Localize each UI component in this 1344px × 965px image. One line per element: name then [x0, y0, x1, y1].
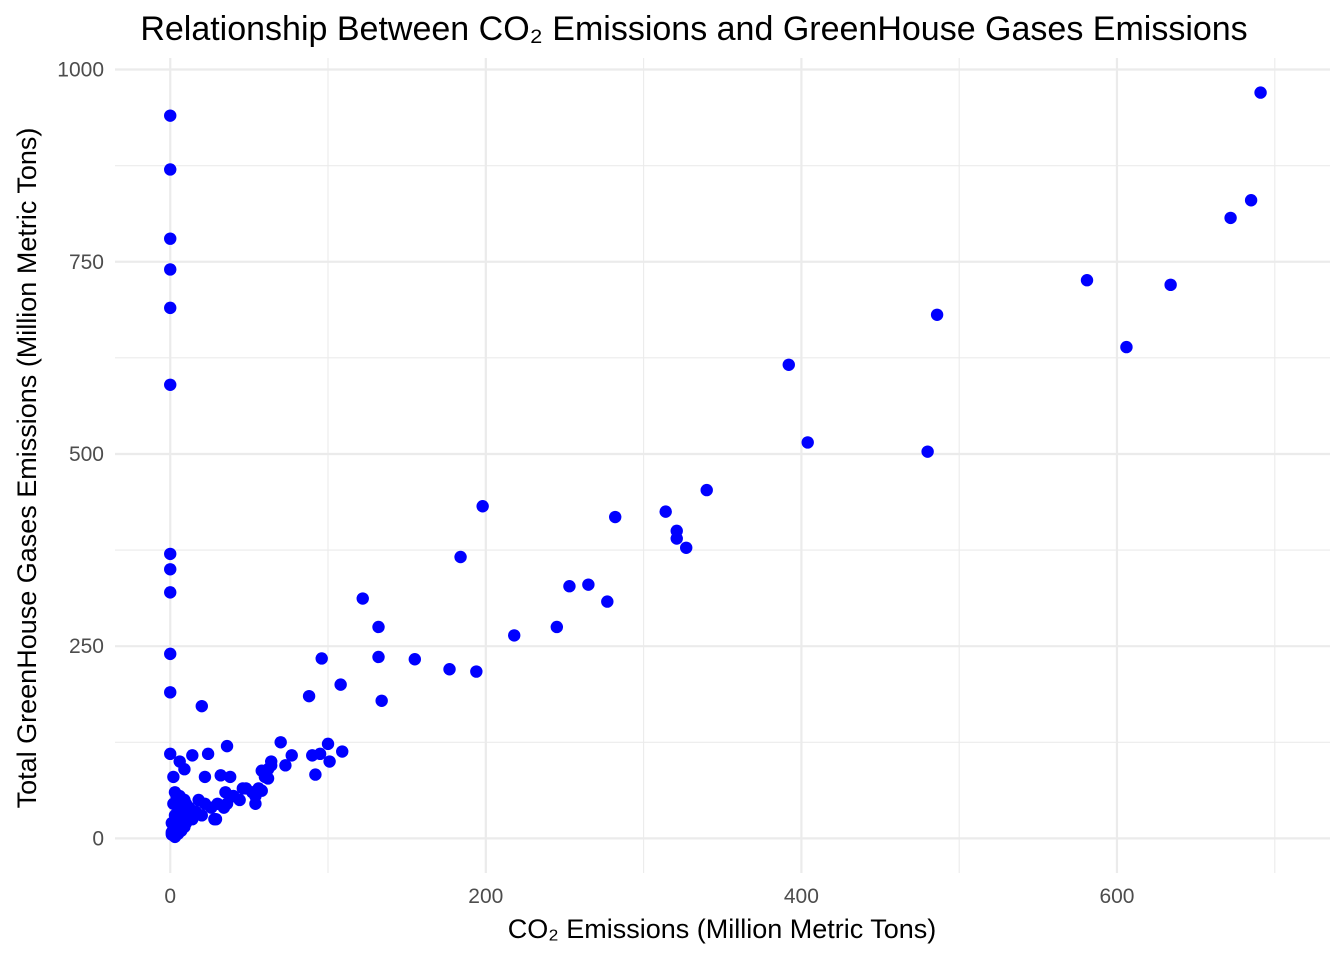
data-point: [323, 755, 336, 768]
data-point: [220, 739, 234, 753]
data-point: [454, 550, 467, 564]
data-point: [601, 595, 614, 608]
data-point: [582, 578, 595, 591]
data-point: [1164, 278, 1177, 292]
x-axis-label: CO₂ Emissions (Million Metric Tons): [508, 914, 937, 944]
data-point: [315, 652, 328, 665]
data-point: [1120, 340, 1133, 354]
data-point: [372, 650, 385, 664]
data-point: [930, 308, 944, 322]
data-point: [261, 772, 275, 785]
data-point: [659, 505, 672, 518]
data-point: [178, 763, 191, 776]
data-point: [164, 378, 177, 391]
data-point: [285, 749, 298, 762]
data-point: [195, 699, 208, 713]
data-point: [186, 749, 199, 762]
data-point: [236, 782, 250, 795]
x-axis-ticks: 0 200 400 600: [164, 885, 1134, 908]
x-tick-label: 600: [1099, 885, 1134, 908]
y-tick-label: 0: [92, 827, 104, 850]
data-point: [164, 547, 177, 561]
data-point: [680, 541, 693, 554]
data-point: [921, 445, 934, 458]
y-axis-ticks: 0 250 500 750 1000: [57, 59, 104, 851]
data-point: [321, 737, 335, 751]
data-point: [375, 694, 388, 707]
data-point: [173, 789, 186, 803]
data-point: [550, 620, 564, 634]
data-point: [214, 769, 227, 782]
data-point: [356, 592, 369, 605]
data-point: [201, 747, 215, 761]
data-point: [563, 580, 576, 593]
data-point: [274, 736, 287, 749]
data-point: [801, 436, 814, 449]
data-point: [255, 784, 268, 797]
major-gridlines: [115, 58, 1330, 873]
data-point: [782, 358, 795, 371]
x-tick-label: 400: [784, 885, 819, 908]
data-point: [443, 663, 456, 676]
data-point: [164, 586, 177, 599]
y-tick-label: 1000: [57, 59, 104, 82]
y-axis-label: Total GreenHouse Gases Emissions (Millio…: [12, 128, 42, 809]
data-point: [164, 232, 177, 245]
data-point: [372, 620, 385, 634]
data-point: [309, 768, 322, 781]
data-point: [164, 109, 177, 122]
data-point: [1224, 211, 1237, 225]
data-point: [164, 686, 177, 699]
data-point: [164, 263, 177, 276]
y-tick-label: 250: [69, 635, 104, 658]
data-point: [302, 689, 316, 703]
x-tick-label: 0: [164, 885, 176, 908]
data-point: [279, 759, 292, 772]
data-points: [164, 86, 1267, 844]
data-point: [223, 770, 237, 784]
data-point: [164, 563, 177, 576]
data-point: [164, 647, 177, 661]
data-point: [508, 629, 521, 642]
data-point: [227, 789, 240, 803]
data-point: [164, 163, 177, 176]
data-point: [167, 770, 180, 784]
data-point: [609, 510, 622, 524]
data-point: [334, 678, 347, 691]
data-point: [198, 770, 212, 784]
data-point: [209, 812, 223, 826]
data-point: [336, 745, 349, 758]
x-tick-label: 200: [468, 885, 503, 908]
y-tick-label: 500: [69, 443, 104, 466]
data-point: [470, 665, 483, 678]
data-point: [1244, 194, 1258, 207]
data-point: [195, 809, 208, 822]
data-point: [1080, 274, 1094, 287]
data-point: [313, 747, 327, 761]
data-point: [164, 747, 177, 761]
data-point: [670, 532, 683, 545]
data-point: [408, 653, 422, 666]
data-point: [265, 759, 278, 772]
data-point: [164, 301, 177, 315]
minor-gridlines: [115, 58, 1330, 873]
data-point: [476, 500, 489, 513]
y-tick-label: 750: [69, 251, 104, 274]
data-point: [700, 483, 713, 497]
chart-title: Relationship Between CO₂ Emissions and G…: [140, 10, 1247, 48]
data-point: [1254, 86, 1267, 99]
